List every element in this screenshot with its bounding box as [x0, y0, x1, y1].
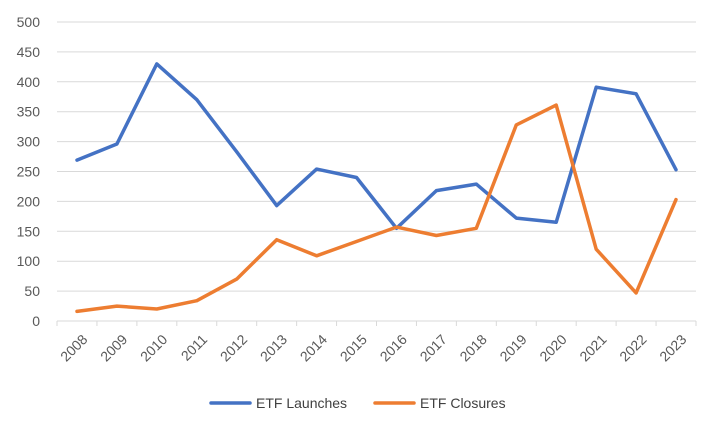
data-point [474, 182, 478, 186]
data-point [554, 220, 558, 224]
data-point [75, 158, 79, 162]
x-tick-label: 2009 [97, 331, 130, 364]
y-tick-label: 350 [17, 104, 41, 120]
data-point [634, 92, 638, 96]
series-line-1 [75, 62, 678, 231]
x-tick-label: 2016 [377, 331, 410, 364]
data-point [115, 142, 119, 146]
gridlines [57, 21, 696, 292]
data-point [474, 226, 478, 230]
x-tick-label: 2023 [656, 331, 689, 364]
x-tick-label: 2010 [137, 331, 170, 364]
data-point [594, 247, 598, 251]
y-tick-label: 100 [17, 253, 41, 269]
x-tick-label: 2014 [297, 331, 330, 364]
data-point [75, 309, 79, 313]
data-point [395, 225, 398, 229]
series-line-2 [75, 103, 678, 314]
x-tick-label: 2017 [417, 331, 450, 364]
data-point [235, 277, 239, 281]
legend-label: ETF Closures [420, 395, 506, 411]
y-tick-label: 50 [24, 283, 40, 299]
y-tick-label: 250 [17, 164, 41, 180]
x-tick-label: 2022 [616, 331, 649, 364]
data-point [155, 62, 159, 66]
x-tick-label: 2011 [178, 331, 211, 364]
y-tick-label: 200 [17, 193, 41, 209]
x-tick-label: 2015 [337, 331, 370, 364]
y-tick-label: 500 [17, 14, 41, 30]
data-point [115, 304, 119, 308]
x-tick-label: 2012 [217, 331, 250, 364]
x-tick-label: 2018 [456, 331, 489, 364]
data-point [594, 85, 598, 89]
x-tick-label: 2008 [57, 331, 90, 364]
data-point [315, 167, 319, 171]
data-point [634, 291, 638, 295]
data-point [235, 150, 239, 154]
data-point [554, 103, 558, 107]
x-tick-label: 2019 [496, 331, 529, 364]
legend-label: ETF Launches [256, 395, 347, 411]
y-tick-label: 150 [17, 223, 41, 239]
legend: ETF Launches ETF Closures [209, 395, 506, 411]
data-point [674, 168, 678, 172]
data-point [155, 307, 159, 311]
data-point [674, 198, 678, 202]
data-point [434, 234, 438, 237]
x-tick-label: 2020 [536, 331, 569, 364]
y-tick-label: 0 [32, 313, 40, 329]
y-tick-label: 300 [17, 134, 41, 150]
data-point [275, 204, 279, 208]
y-tick-label: 450 [17, 44, 41, 60]
data-point [315, 254, 319, 258]
data-point [434, 189, 438, 193]
x-tick-label: 2013 [257, 331, 290, 364]
data-point [514, 216, 518, 220]
y-tick-label: 400 [17, 74, 41, 90]
data-point [195, 299, 199, 303]
data-point [355, 240, 358, 243]
data-point [355, 176, 358, 179]
data-point [275, 238, 279, 242]
series-lines [75, 62, 678, 314]
x-tick-label: 2021 [576, 331, 609, 364]
data-point [195, 98, 199, 102]
data-point [514, 123, 518, 127]
